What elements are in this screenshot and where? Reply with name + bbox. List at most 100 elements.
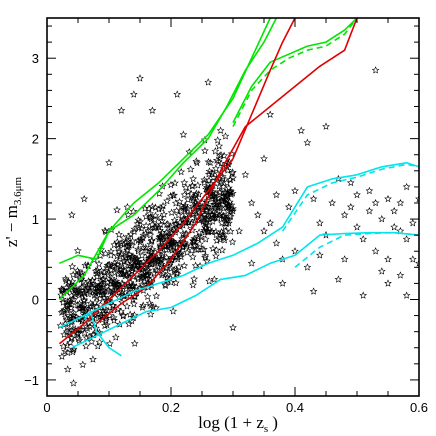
scatter-point: [79, 282, 87, 291]
scatter-point: [172, 268, 181, 277]
scatter-point: [68, 262, 77, 270]
scatter-point: [315, 251, 324, 259]
scatter-point: [98, 312, 107, 320]
scatter-point: [119, 312, 127, 320]
scatter-point: [278, 279, 287, 287]
scatter-point: [193, 202, 202, 210]
scatter-point: [253, 210, 262, 219]
scatter-point: [221, 195, 229, 203]
scatter-point: [80, 295, 88, 304]
scatter-point: [162, 228, 171, 236]
scatter-point: [58, 352, 66, 360]
x-axis-title-main: log (1 + z: [198, 413, 264, 432]
scatter-point: [159, 269, 167, 277]
scatter-point: [123, 203, 132, 211]
scatter-point: [176, 218, 184, 226]
scatter-point: [228, 237, 237, 246]
scatter-point: [219, 174, 227, 182]
scatter-point: [193, 158, 201, 167]
scatter-point: [229, 323, 237, 331]
scatter-point: [377, 215, 386, 223]
scatter-point: [117, 307, 125, 315]
scatter-point: [235, 227, 244, 235]
y-tick-label: 0: [32, 292, 39, 307]
scatter-point: [205, 277, 214, 285]
scatter-point: [223, 188, 232, 197]
scatter-point: [119, 269, 128, 278]
scatter-point: [124, 210, 133, 219]
scatter-point: [175, 239, 184, 247]
scatter-point: [95, 294, 104, 303]
scatter-point: [182, 210, 190, 219]
y-tick-label: 2: [32, 132, 39, 147]
scatter-point: [79, 277, 87, 286]
scatter-point: [217, 218, 226, 227]
scatter-point: [201, 253, 209, 261]
x-axis-title-close: ): [272, 413, 278, 432]
scatter-point: [226, 227, 235, 235]
scatter-point: [165, 231, 174, 240]
scatter-point: [203, 257, 211, 265]
scatter-point: [291, 247, 299, 255]
scatter-point: [191, 261, 200, 269]
x-tick-label: 0.6: [410, 400, 428, 415]
scatter-point: [190, 237, 199, 245]
scatter-point: [209, 192, 218, 200]
scatter-point: [181, 183, 190, 191]
scatter-point: [148, 202, 157, 210]
scatter-point: [107, 247, 115, 255]
scatter-point: [147, 214, 156, 223]
scatter-point: [199, 217, 208, 225]
scatter-point: [123, 302, 131, 310]
scatter-point: [189, 194, 198, 202]
scatter-point: [212, 252, 220, 260]
scatter-point: [222, 178, 231, 187]
scatter-point: [359, 235, 368, 243]
scatter-point: [108, 301, 117, 309]
model-curve-green: [232, 18, 358, 123]
scatter-point: [156, 220, 165, 229]
scatter-point: [99, 280, 108, 288]
scatter-point: [91, 281, 100, 289]
scatter-point: [192, 157, 201, 165]
scatter-point: [113, 205, 121, 214]
scatter-point: [66, 313, 75, 321]
scatter-point: [142, 212, 151, 220]
scatter-point: [120, 256, 129, 265]
scatter-point: [175, 197, 184, 206]
scatter-point: [121, 248, 130, 257]
scatter-point: [127, 281, 136, 290]
model-curve-green-dashed: [232, 18, 358, 127]
scatter-point: [157, 262, 166, 270]
scatter-point: [160, 210, 168, 218]
model-curve-cyan-dashed: [281, 163, 419, 232]
y-axis-title-sub: 3.6μm: [12, 177, 24, 206]
scatter-point: [415, 194, 419, 203]
scatter-point: [116, 252, 124, 260]
scatter-point: [129, 207, 138, 215]
scatter-point: [208, 170, 216, 178]
scatter-point: [266, 219, 275, 227]
scatter-point: [115, 230, 123, 238]
scatter-point: [97, 280, 105, 288]
scatter-point: [186, 165, 195, 173]
scatter-point: [149, 251, 158, 260]
scatter-point: [384, 255, 392, 263]
scatter-point: [186, 241, 195, 250]
scatter-point: [130, 225, 139, 233]
scatter-point: [94, 314, 103, 322]
scatter-point: [106, 287, 114, 296]
scatter-point: [211, 164, 220, 172]
scatter-point: [212, 209, 220, 218]
scatter-point: [59, 342, 68, 350]
scatter-point: [101, 249, 110, 257]
scatter-point: [208, 168, 216, 177]
scatter-point: [164, 241, 173, 249]
scatter-point: [180, 261, 189, 270]
scatter-point: [121, 261, 130, 269]
scatter-point: [223, 200, 232, 209]
scatter-point: [82, 333, 91, 342]
scatter-point: [208, 202, 217, 210]
scatter-point: [134, 236, 143, 244]
